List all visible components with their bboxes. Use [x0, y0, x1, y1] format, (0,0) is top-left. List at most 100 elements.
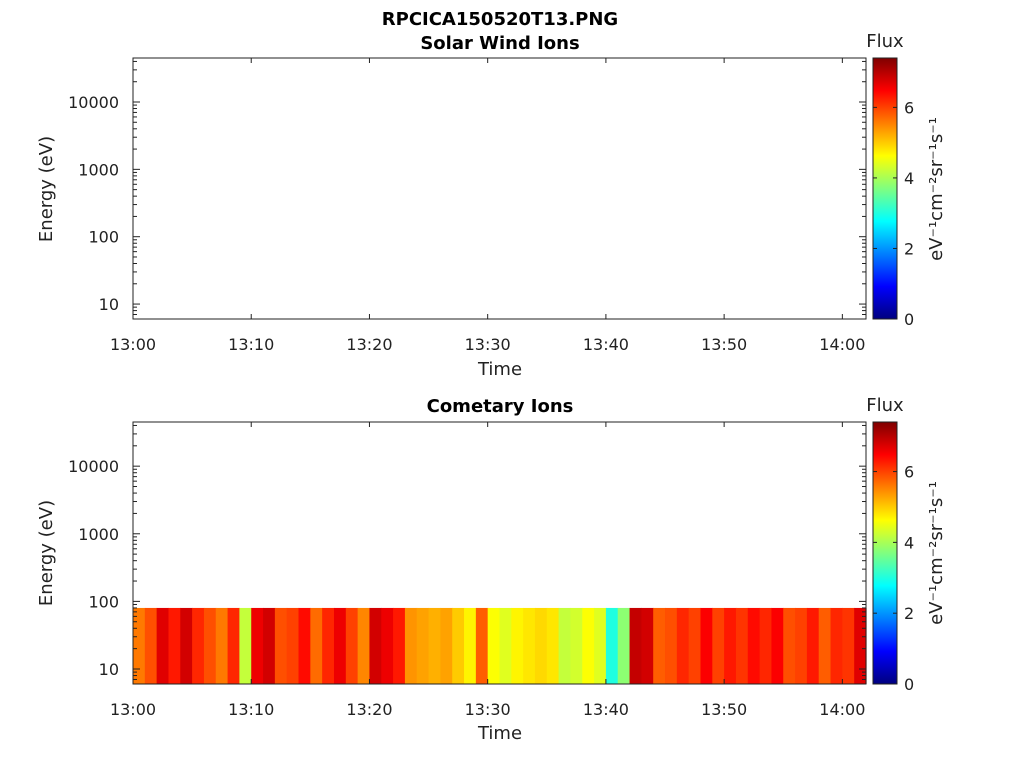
y-tick-label: 10000	[68, 457, 119, 476]
panel-2-y-ticks: 10 100 1000 10000	[68, 424, 866, 685]
heatmap-cell	[558, 607, 572, 684]
heatmap-cell	[499, 607, 512, 684]
panel-1-x-ticks: 13:00 13:10 13:20 13:30 13:40 13:50 14:00	[110, 58, 865, 354]
heatmap-cell	[806, 607, 820, 684]
heatmap-cell	[168, 607, 181, 684]
x-tick-label: 13:20	[346, 335, 392, 354]
panel-1-y-ticks: 10 100 1000 10000	[68, 60, 866, 320]
heatmap-cell	[570, 607, 583, 684]
panel-2-title: Cometary Ions	[427, 396, 574, 417]
colorbar-tick-label: 6	[904, 98, 914, 117]
colorbar-tick-label: 4	[904, 169, 914, 188]
colorbar-tick-label: 0	[904, 310, 914, 329]
heatmap-cell	[842, 607, 855, 684]
heatmap-cell	[133, 607, 146, 684]
heatmap-cell	[298, 607, 311, 684]
heatmap-cell	[440, 607, 453, 684]
panel-2-x-axis-label: Time	[477, 723, 522, 744]
x-tick-label: 13:40	[583, 335, 629, 354]
heatmap-cell	[416, 607, 430, 684]
heatmap-cell	[523, 607, 536, 684]
x-tick-label: 14:00	[819, 335, 865, 354]
panel-2-colorbar-ticks: 0 2 4 6	[873, 463, 914, 694]
x-tick-label: 13:30	[465, 700, 511, 719]
heatmap-cell	[369, 607, 382, 684]
heatmap-cell	[333, 607, 347, 684]
heatmap-cell	[854, 607, 867, 684]
heatmap-cell	[759, 607, 773, 684]
heatmap-cell	[263, 607, 276, 684]
heatmap-cell	[381, 607, 394, 684]
heatmap-cell	[345, 607, 359, 684]
heatmap-cell	[156, 607, 170, 684]
panel-2-cells	[133, 607, 867, 684]
heatmap-cell	[404, 607, 418, 684]
heatmap-cell	[487, 607, 501, 684]
heatmap-cell	[712, 607, 725, 684]
figure-title: RPCICA150520T13.PNG	[382, 9, 618, 30]
colorbar-tick-label: 6	[904, 463, 914, 482]
heatmap-cell	[653, 607, 666, 684]
y-tick-label: 1000	[78, 160, 119, 179]
panel-1-colorbar-ticks: 0 2 4 6	[873, 98, 914, 329]
heatmap-cell	[192, 607, 205, 684]
heatmap-cell	[724, 607, 737, 684]
heatmap-cell	[144, 607, 158, 684]
colorbar-tick-label: 0	[904, 675, 914, 694]
panel-2-y-axis-label: Energy (eV)	[36, 500, 57, 606]
y-tick-label: 10000	[68, 93, 119, 112]
heatmap-cell	[546, 607, 560, 684]
heatmap-cell	[310, 607, 323, 684]
heatmap-cell	[357, 607, 371, 684]
colorbar-tick-label: 2	[904, 239, 914, 258]
panel-cometary-ions: Cometary Ions 13:00 13:10 13:20 13:30 13:40 1…	[36, 395, 947, 744]
heatmap-cell	[629, 607, 642, 684]
heatmap-cell	[322, 607, 335, 684]
heatmap-cell	[783, 607, 796, 684]
y-tick-label: 100	[88, 228, 119, 247]
heatmap-cell	[239, 607, 252, 684]
x-tick-label: 13:50	[701, 700, 747, 719]
x-tick-label: 13:10	[228, 700, 274, 719]
heatmap-cell	[795, 607, 808, 684]
panel-1-plot-frame	[132, 57, 867, 320]
panel-1-colorbar	[872, 57, 898, 320]
heatmap-cell	[735, 607, 749, 684]
heatmap-cell	[818, 607, 832, 684]
y-tick-label: 10	[99, 295, 119, 314]
colorbar-tick-label: 4	[904, 533, 914, 552]
x-tick-label: 13:20	[346, 700, 392, 719]
y-tick-label: 10	[99, 660, 119, 679]
y-tick-label: 100	[88, 592, 119, 611]
heatmap-cell	[700, 607, 713, 684]
heatmap-cell	[665, 607, 678, 684]
x-tick-label: 13:30	[465, 335, 511, 354]
heatmap-cell	[203, 607, 217, 684]
heatmap-cell	[452, 607, 465, 684]
heatmap-cell	[594, 607, 607, 684]
heatmap-cell	[227, 607, 241, 684]
y-tick-label: 1000	[78, 525, 119, 544]
x-tick-label: 13:00	[110, 700, 156, 719]
panel-solar-wind-ions: Solar Wind Ions 13:00 13:10 13:20 13:30 13:4…	[36, 31, 947, 380]
panel-1-x-axis-label: Time	[477, 359, 522, 380]
heatmap-cell	[215, 607, 229, 684]
heatmap-cell	[830, 607, 843, 684]
heatmap-cell	[251, 607, 264, 684]
heatmap-cell	[428, 607, 441, 684]
heatmap-cell	[534, 607, 548, 684]
heatmap-cell	[464, 607, 477, 684]
colorbar-tick-label: 2	[904, 604, 914, 623]
panel-1-colorbar-label: Flux	[866, 31, 904, 52]
x-tick-label: 13:10	[228, 335, 274, 354]
heatmap-cell	[771, 607, 784, 684]
panel-2-colorbar-label: Flux	[866, 395, 904, 416]
panel-2-colorbar-unit: eV⁻¹cm⁻²sr⁻¹s⁻¹	[926, 481, 947, 625]
heatmap-cell	[605, 607, 619, 684]
x-tick-label: 13:40	[583, 700, 629, 719]
heatmap-cell	[641, 607, 654, 684]
heatmap-cell	[617, 607, 631, 684]
heatmap-cell	[688, 607, 702, 684]
heatmap-cell	[286, 607, 300, 684]
